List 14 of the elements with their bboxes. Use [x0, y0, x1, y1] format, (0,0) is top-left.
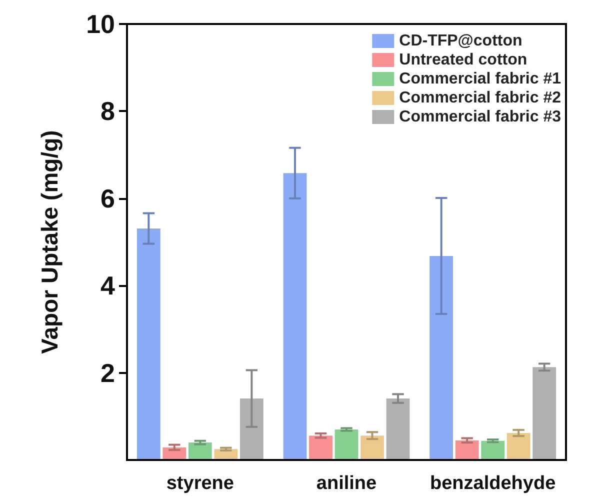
legend-label: Untreated cotton — [399, 52, 528, 68]
legend-label: Commercial fabric #2 — [399, 90, 562, 106]
x-tick-label: benzaldehyde — [430, 473, 556, 494]
y-axis-title: Vapor Uptake (mg/g) — [36, 130, 62, 354]
y-tick-label: 8 — [100, 96, 115, 126]
x-tick-label: styrene — [166, 473, 234, 494]
x-tick-label: aniline — [316, 473, 377, 494]
legend-label: Commercial fabric #3 — [399, 108, 562, 126]
y-tick-label: 6 — [100, 183, 115, 214]
legend-label: Commercial fabric #1 — [399, 70, 562, 88]
y-tick-label: 4 — [100, 270, 116, 301]
y-tick-label: 2 — [100, 358, 115, 388]
y-tick-label: 10 — [86, 9, 115, 39]
legend-label: CD-TFP@cotton — [399, 32, 522, 50]
